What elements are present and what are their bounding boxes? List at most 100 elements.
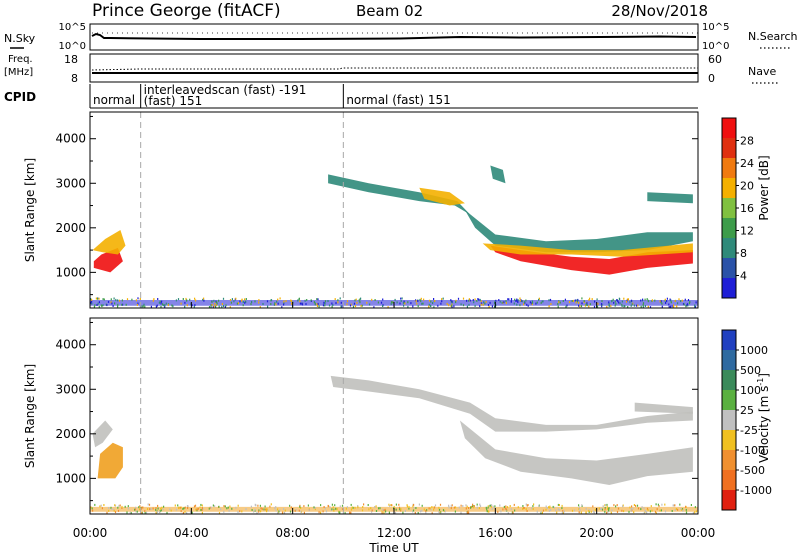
- speckle-dot: [594, 300, 596, 303]
- speckle-dot: [144, 305, 146, 308]
- station-title: Prince George (fitACF): [92, 1, 281, 21]
- speckle-dot: [673, 304, 675, 307]
- velocity-colorbar-swatch-6: [722, 450, 736, 470]
- x-axis-label: Time UT: [368, 541, 419, 554]
- speckle-dot: [412, 509, 415, 512]
- power-colorbar-swatch-5: [722, 178, 736, 198]
- speckle-dot: [642, 305, 644, 308]
- speckle-dot: [367, 504, 369, 506]
- speckle-dot: [155, 305, 157, 308]
- speckle-dot: [472, 299, 474, 301]
- speckle-dot: [529, 301, 531, 304]
- speckle-dot: [413, 503, 415, 506]
- speckle-dot: [474, 298, 476, 301]
- speckle-dot: [304, 299, 306, 302]
- velocity-colorbar-swatch-4: [722, 410, 736, 430]
- speckle-dot: [276, 300, 278, 303]
- nsearch-label: N.Search: [748, 30, 798, 43]
- speckle-dot: [474, 304, 476, 307]
- speckle-dot: [237, 302, 240, 305]
- speckle-dot: [681, 508, 683, 511]
- speckle-dot: [324, 507, 326, 510]
- speckle-dot: [184, 301, 186, 304]
- speckle-dot: [510, 298, 513, 300]
- speckle-dot: [122, 303, 124, 306]
- speckle-dot: [258, 299, 260, 302]
- speckle-dot: [134, 508, 136, 511]
- speckle-dot: [468, 507, 470, 509]
- speckle-dot: [612, 298, 614, 301]
- speckle-dot: [178, 506, 180, 509]
- speckle-dot: [377, 301, 379, 304]
- speckle-dot: [606, 305, 608, 308]
- speckle-dot: [107, 300, 110, 303]
- speckle-dot: [465, 504, 467, 507]
- speckle-dot: [611, 509, 613, 512]
- speckle-dot: [504, 507, 506, 510]
- speckle-dot: [387, 306, 389, 309]
- speckle-dot: [298, 509, 300, 512]
- speckle-dot: [493, 506, 495, 509]
- speckle-dot: [468, 511, 470, 514]
- speckle-dot: [433, 508, 435, 511]
- speckle-dot: [305, 303, 307, 306]
- speckle-dot: [370, 507, 372, 510]
- speckle-dot: [408, 505, 410, 508]
- speckle-dot: [250, 505, 252, 508]
- speckle-dot: [316, 303, 318, 306]
- speckle-dot: [395, 503, 397, 506]
- speckle-dot: [644, 305, 646, 307]
- speckle-dot: [443, 510, 445, 513]
- speckle-dot: [213, 305, 215, 308]
- speckle-dot: [558, 509, 560, 511]
- speckle-dot: [631, 509, 633, 512]
- speckle-dot: [126, 298, 129, 301]
- speckle-dot: [331, 302, 333, 305]
- speckle-dot: [608, 304, 611, 307]
- x-tick-label-2: 08:00: [275, 526, 310, 540]
- speckle-dot: [486, 510, 488, 513]
- speckle-dot: [138, 506, 140, 509]
- speckle-dot: [502, 301, 504, 304]
- speckle-dot: [557, 305, 559, 308]
- speckle-dot: [184, 305, 186, 308]
- speckle-dot: [131, 298, 133, 301]
- speckle-dot: [170, 509, 172, 512]
- speckle-dot: [422, 302, 424, 305]
- speckle-dot: [500, 510, 502, 513]
- speckle-dot: [399, 508, 401, 511]
- speckle-dot: [175, 299, 177, 302]
- speckle-dot: [448, 506, 450, 509]
- speckle-dot: [431, 506, 433, 508]
- speckle-dot: [591, 298, 593, 301]
- date-title: 28/Nov/2018: [611, 2, 708, 20]
- speckle-dot: [352, 305, 355, 308]
- speckle-dot: [575, 301, 577, 304]
- speckle-dot: [382, 298, 384, 301]
- speckle-dot: [632, 507, 634, 510]
- velocity-colorbar-swatch-8: [722, 490, 736, 510]
- speckle-dot: [278, 510, 280, 513]
- velocity-colorbar-swatch-2: [722, 370, 736, 390]
- speckle-dot: [523, 301, 525, 304]
- speckle-dot: [510, 300, 512, 303]
- speckle-dot: [429, 507, 431, 510]
- speckle-dot: [136, 303, 138, 306]
- speckle-dot: [507, 512, 509, 515]
- speckle-dot: [451, 300, 453, 303]
- power-colorbar-swatch-7: [722, 138, 736, 158]
- speckle-dot: [563, 510, 565, 513]
- speckle-dot: [382, 305, 384, 307]
- velocity-region-1: [459, 420, 693, 485]
- speckle-dot: [327, 300, 329, 302]
- speckle-dot: [222, 297, 225, 300]
- speckle-dot: [152, 507, 154, 510]
- speckle-dot: [141, 305, 143, 308]
- speckle-dot: [242, 304, 244, 307]
- speckle-dot: [441, 300, 443, 303]
- x-tick-label-4: 16:00: [478, 526, 513, 540]
- speckle-dot: [191, 304, 193, 307]
- power-colorbar-swatch-2: [722, 238, 736, 258]
- speckle-dot: [360, 297, 362, 300]
- speckle-dot: [282, 511, 284, 514]
